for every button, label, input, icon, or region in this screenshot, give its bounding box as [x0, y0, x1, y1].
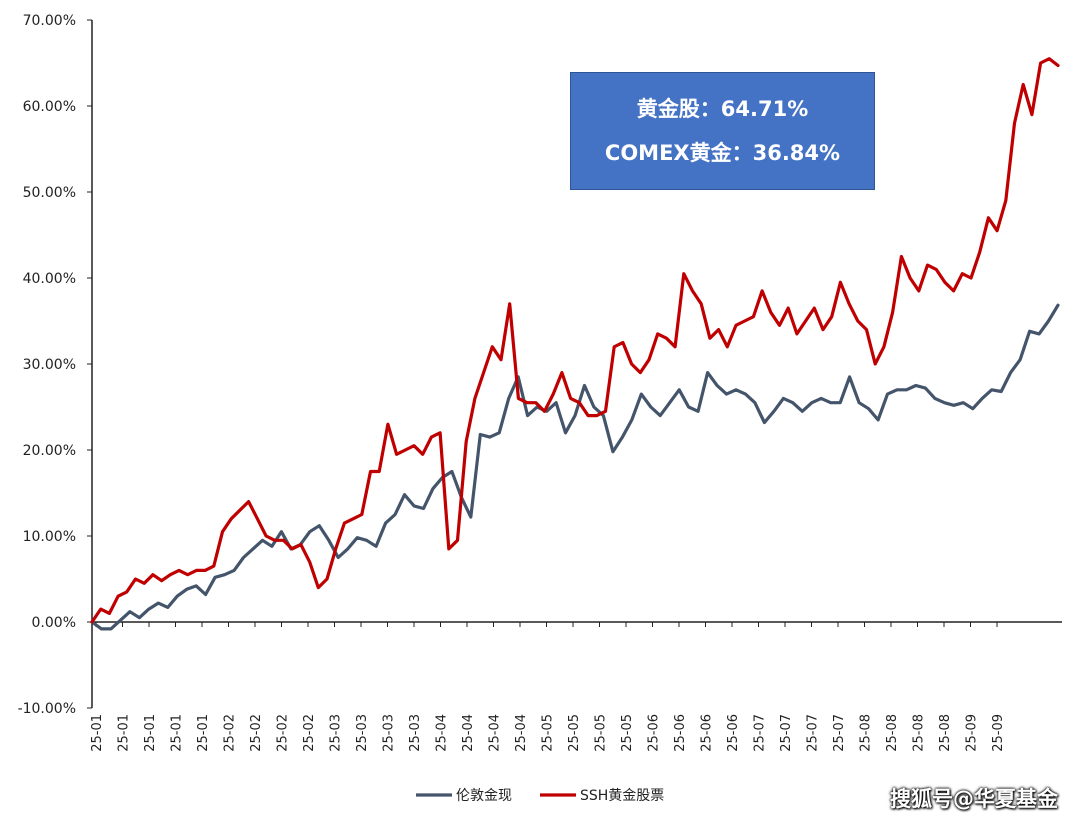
- y-axis: 70.00% 60.00% 50.00% 40.00% 30.00% 20.00% 10.0…: [18, 13, 93, 717]
- x-tick-label: 25-04: [435, 714, 450, 752]
- legend: 伦敦金现 SSH黄金股票: [416, 787, 664, 804]
- legend-label: 伦敦金现: [456, 788, 512, 804]
- x-tick-label: 25-09: [965, 714, 980, 752]
- x-tick-label: 25-04: [488, 714, 503, 752]
- x-tick-label: 25-01: [196, 714, 211, 752]
- x-tick-label: 25-02: [302, 714, 317, 752]
- x-tick-label: 25-05: [594, 714, 609, 752]
- x-tick-label: 25-08: [912, 714, 927, 752]
- x-tick-label: 25-01: [90, 714, 105, 752]
- annotation-line-2: COMEX黄金：36.84%: [604, 141, 841, 165]
- x-tick-label: 25-04: [461, 714, 476, 752]
- x-tick-label: 25-05: [541, 714, 556, 752]
- watermark: 搜狐号@华夏基金: [890, 787, 1058, 811]
- legend-label: SSH黄金股票: [580, 787, 664, 804]
- x-tick-label: 25-06: [647, 714, 662, 752]
- annotation-box: 黄金股：64.71% COMEX黄金：36.84%: [570, 72, 875, 190]
- x-tick-label: 25-05: [620, 714, 635, 752]
- x-tick-label: 25-09: [991, 714, 1006, 752]
- x-tick-label: 25-08: [938, 714, 953, 752]
- y-tick-label: 40.00%: [23, 271, 76, 287]
- x-tick-label: 25-04: [514, 714, 529, 752]
- y-tick-label: 0.00%: [32, 615, 76, 631]
- x-tick-label: 25-01: [117, 714, 132, 752]
- x-tick-label: 25-07: [806, 714, 821, 752]
- x-tick-label: 25-02: [276, 714, 291, 752]
- x-tick-label: 25-07: [753, 714, 768, 752]
- x-tick-label: 25-01: [170, 714, 185, 752]
- series-line-london-gold: [90, 303, 1060, 631]
- series-line-ssh-gold-stocks: [90, 57, 1060, 624]
- annotation-line-1: 黄金股：64.71%: [636, 97, 809, 121]
- x-tick-label: 25-07: [832, 714, 847, 752]
- y-tick-label: 50.00%: [23, 185, 76, 201]
- x-tick-label: 25-03: [408, 714, 423, 752]
- x-tick-label: 25-03: [329, 714, 344, 752]
- x-tick-label: 25-07: [779, 714, 794, 752]
- series-layer: [90, 57, 1060, 631]
- x-tick-label: 25-08: [885, 714, 900, 752]
- y-tick-label: 60.00%: [23, 99, 76, 115]
- x-tick-label: 25-03: [355, 714, 370, 752]
- y-tick-label: -10.00%: [18, 701, 76, 717]
- x-tick-label: 25-06: [700, 714, 715, 752]
- x-tick-label: 25-06: [673, 714, 688, 752]
- x-axis: 25-01 25-01 25-01 25-01 25-01 25-02 25-02 25-02…: [90, 621, 1062, 752]
- x-tick-label: 25-05: [567, 714, 582, 752]
- x-tick-label: 25-08: [859, 714, 874, 752]
- x-tick-label: 25-03: [382, 714, 397, 752]
- y-tick-label: 20.00%: [23, 443, 76, 459]
- x-tick-label: 25-06: [726, 714, 741, 752]
- y-tick-label: 30.00%: [23, 357, 76, 373]
- x-tick-label: 25-01: [143, 714, 158, 752]
- y-tick-label: 10.00%: [23, 529, 76, 545]
- y-tick-label: 70.00%: [23, 13, 76, 29]
- x-tick-label: 25-02: [249, 714, 264, 752]
- x-tick-label: 25-02: [223, 714, 238, 752]
